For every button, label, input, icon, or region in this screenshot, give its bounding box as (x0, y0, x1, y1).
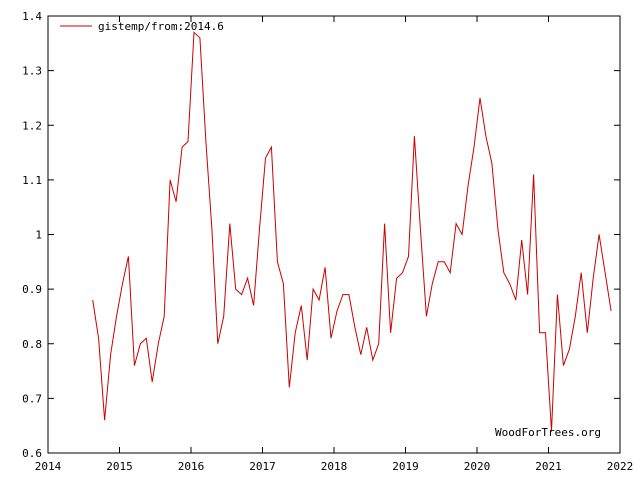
y-axis: 0.6 0.7 0.8 0.9 1 1.1 1.2 1.3 1.4 (22, 10, 620, 460)
x-tick-label: 2020 (464, 460, 491, 473)
x-tick-label: 2022 (607, 460, 634, 473)
x-tick-label: 2015 (106, 460, 133, 473)
legend: gistemp/from:2014.6 (60, 20, 224, 33)
y-tick-label: 0.9 (22, 283, 42, 296)
x-tick-label: 2018 (321, 460, 348, 473)
y-tick-label: 0.7 (22, 392, 42, 405)
series-line-gistemp (92, 31, 612, 432)
y-tick-label: 1 (35, 229, 42, 242)
x-axis: 2014 2015 2016 2017 2018 2019 2020 2021 2022 (35, 16, 634, 473)
legend-label: gistemp/from:2014.6 (98, 20, 224, 33)
y-tick-label: 0.6 (22, 447, 42, 460)
x-tick-label: 2021 (535, 460, 562, 473)
y-tick-label: 1.2 (22, 119, 42, 132)
x-tick-label: 2019 (392, 460, 419, 473)
x-tick-label: 2016 (178, 460, 205, 473)
x-tick-label: 2014 (35, 460, 62, 473)
y-tick-label: 1.4 (22, 10, 42, 23)
y-tick-label: 1.1 (22, 174, 42, 187)
y-tick-label: 1.3 (22, 65, 42, 78)
x-tick-label: 2017 (249, 460, 276, 473)
plot-frame (47, 15, 621, 454)
y-tick-label: 0.8 (22, 338, 42, 351)
watermark: WoodForTrees.org (495, 426, 601, 439)
